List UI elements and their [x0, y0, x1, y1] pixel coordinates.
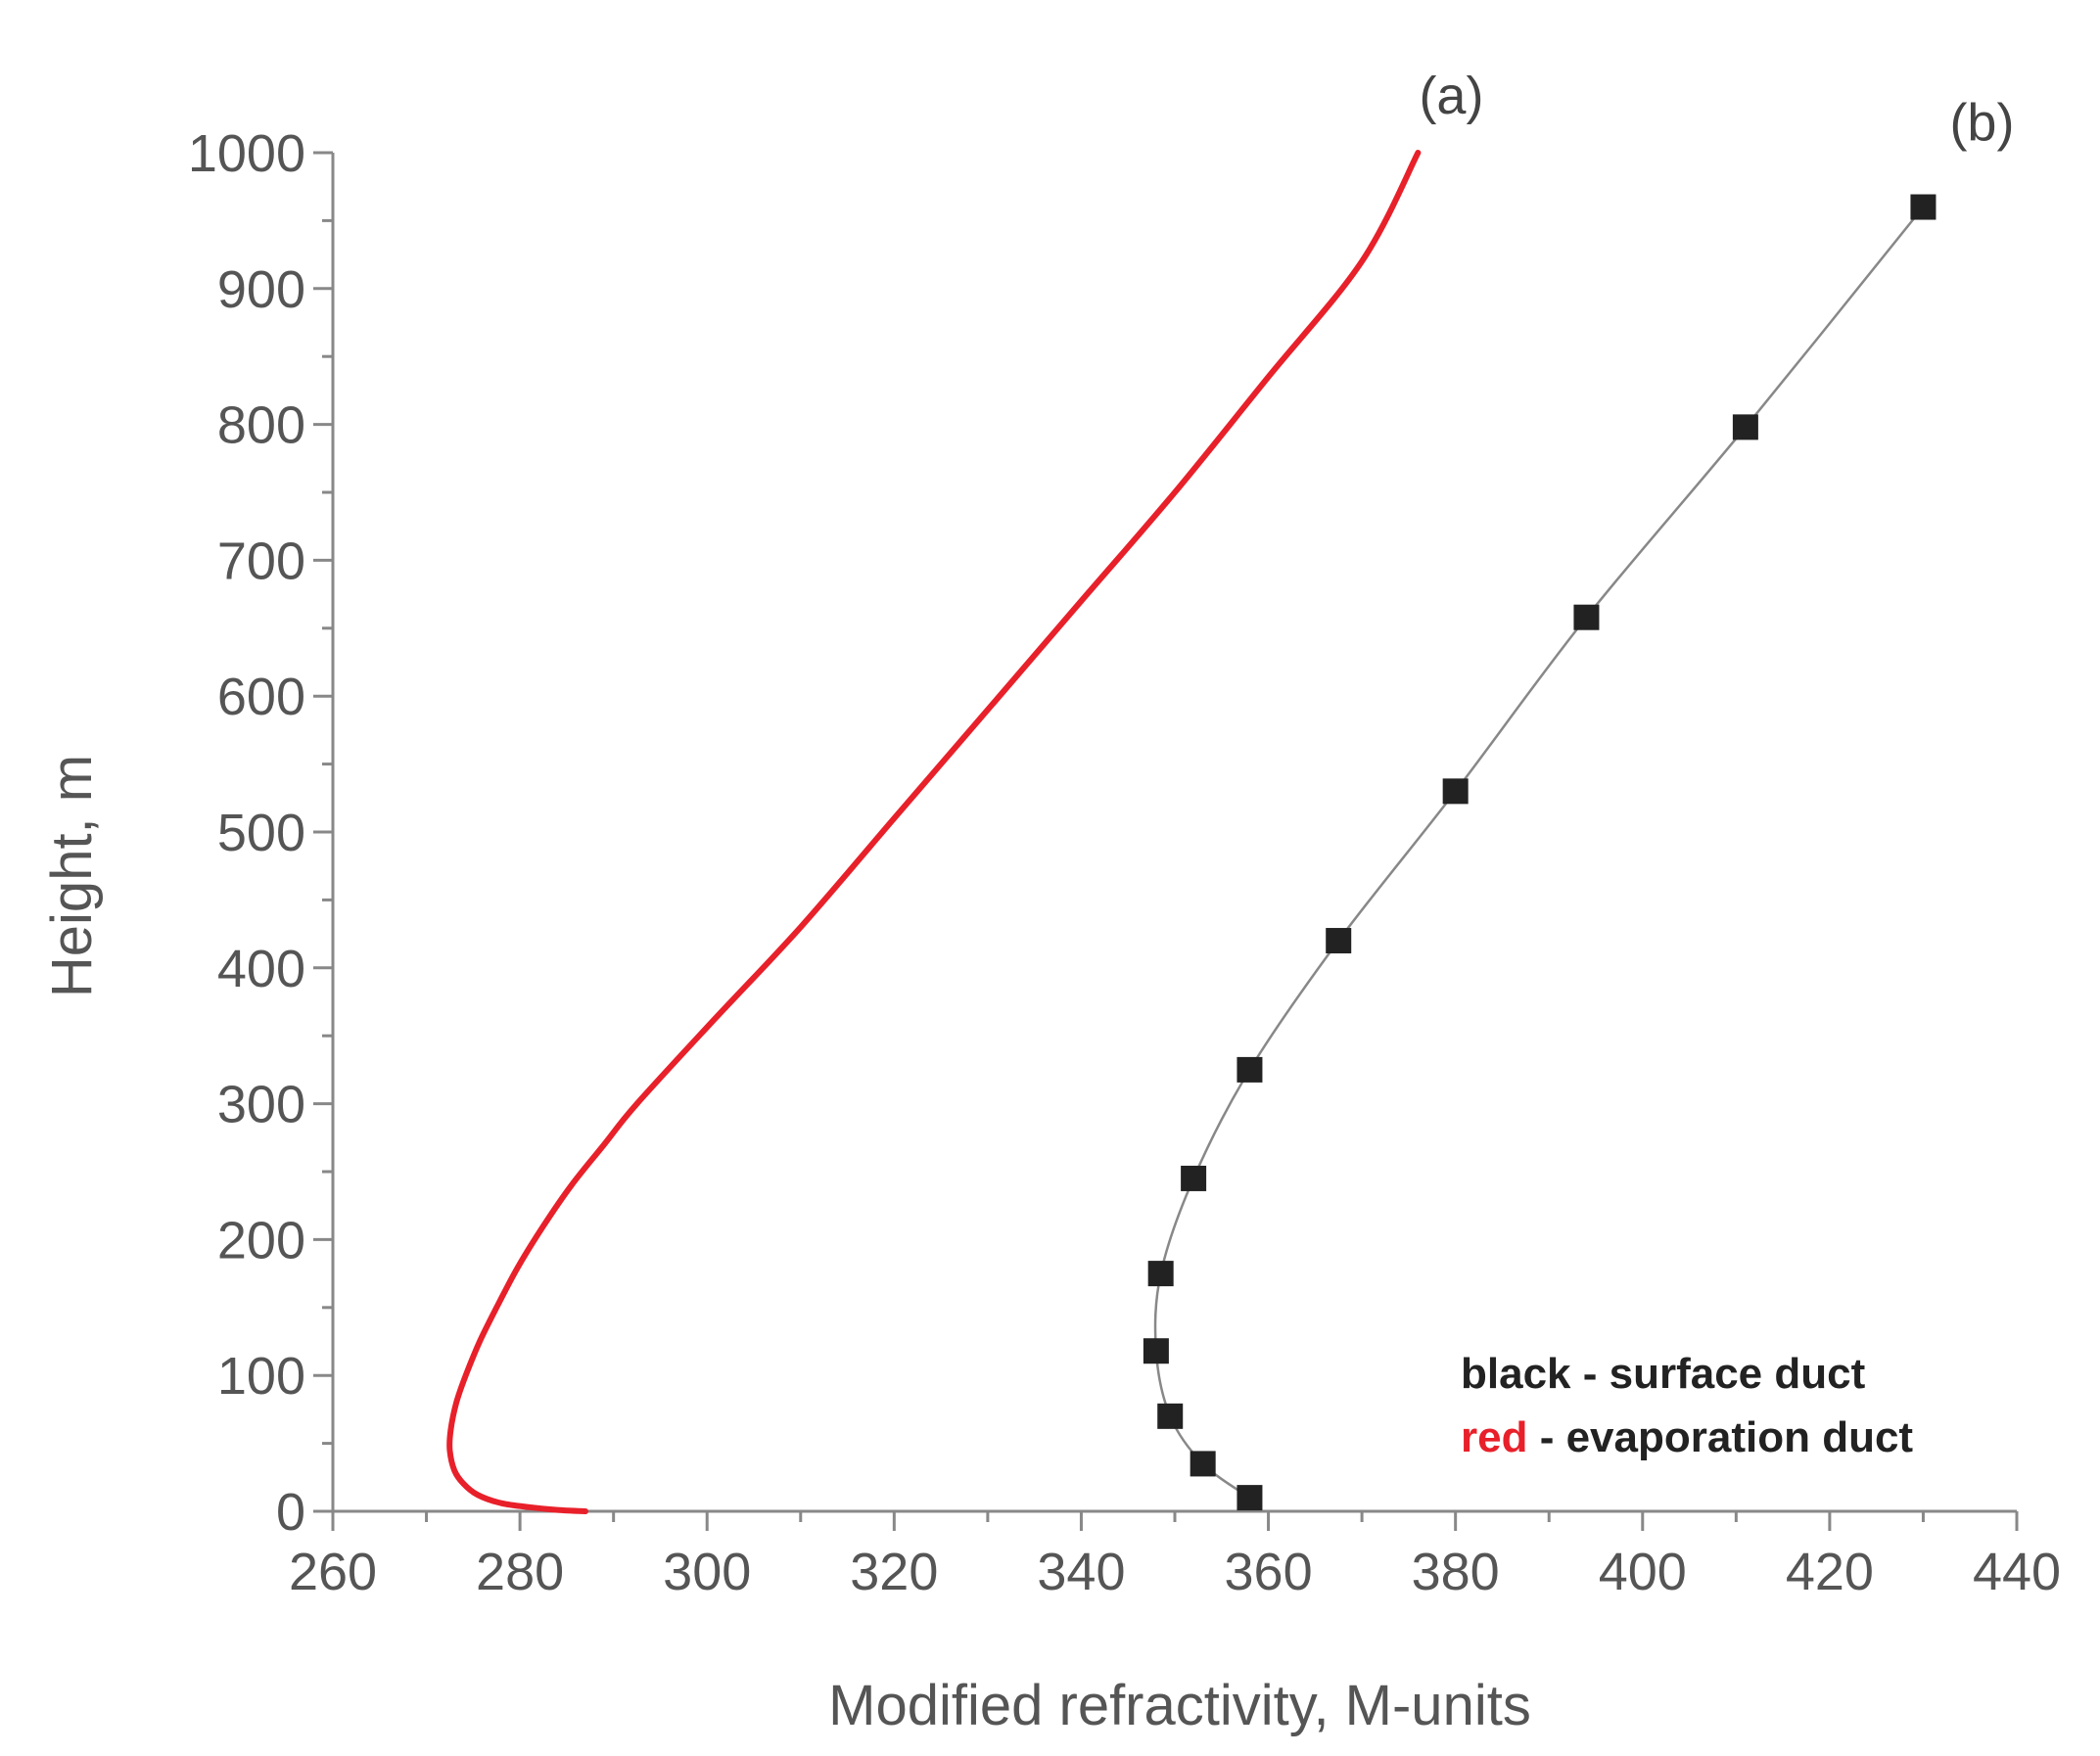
x-tick-label: 340: [1037, 1543, 1125, 1601]
series-b-label: (b): [1949, 94, 2014, 153]
x-ticks: 260 280 300 320 340 360 380 400 420 440: [289, 1511, 2061, 1601]
series-b-point: [1157, 1403, 1184, 1429]
legend-text-surface-duct: - surface duct: [1571, 1350, 1866, 1398]
x-tick-label: 320: [850, 1543, 938, 1601]
y-tick-label: 800: [217, 396, 305, 455]
y-tick-label: 600: [217, 668, 305, 726]
series-a-label: (a): [1419, 67, 1483, 125]
x-tick-label: 400: [1599, 1543, 1687, 1601]
series-b-point: [1573, 604, 1600, 630]
y-tick-label: 400: [217, 940, 305, 998]
series-b-line: [1153, 206, 1925, 1500]
series-b-point: [1326, 928, 1352, 954]
legend: black - surface duct red - evaporation d…: [1461, 1350, 1913, 1461]
y-ticks: 0 100 200 300 400 500 600 700 800 900 1000: [188, 124, 333, 1542]
x-tick-label: 420: [1786, 1543, 1874, 1601]
series-b-point: [1190, 1451, 1216, 1477]
legend-entry-surface-duct: black - surface duct: [1461, 1350, 1866, 1398]
y-tick-label: 1000: [188, 124, 305, 183]
series-a-line: [446, 150, 1422, 1514]
x-tick-label: 440: [1973, 1543, 2061, 1601]
series-b-point: [1237, 1485, 1263, 1511]
series-b-point: [1143, 1338, 1169, 1364]
y-tick-label: 200: [217, 1211, 305, 1270]
series-layer: (a) (b): [446, 67, 2014, 1514]
legend-entry-evaporation-duct: red - evaporation duct: [1461, 1413, 1913, 1461]
y-tick-label: 700: [217, 531, 305, 590]
legend-text-evaporation-duct: - evaporation duct: [1527, 1413, 1913, 1461]
y-tick-label: 100: [217, 1347, 305, 1406]
x-tick-label: 300: [663, 1543, 751, 1601]
series-b-point: [1181, 1165, 1207, 1191]
legend-highlight-black: black: [1461, 1350, 1571, 1398]
y-axis-title: Height, m: [40, 755, 104, 997]
x-tick-label: 360: [1225, 1543, 1313, 1601]
legend-highlight-red: red: [1461, 1413, 1527, 1461]
y-tick-label: 900: [217, 260, 305, 319]
series-b-point: [1147, 1261, 1174, 1287]
x-axis-title: Modified refractivity, M-units: [828, 1674, 1531, 1737]
y-tick-label: 300: [217, 1076, 305, 1134]
x-tick-label: 380: [1412, 1543, 1500, 1601]
series-b-point: [1910, 194, 1937, 220]
axes: [331, 153, 2017, 1513]
series-b-point: [1442, 778, 1469, 805]
series-b-point: [1732, 414, 1758, 440]
series-b-point: [1237, 1056, 1263, 1083]
x-tick-label: 260: [289, 1543, 377, 1601]
y-tick-label: 0: [276, 1483, 305, 1542]
y-tick-label: 500: [217, 804, 305, 862]
x-tick-label: 280: [476, 1543, 564, 1601]
